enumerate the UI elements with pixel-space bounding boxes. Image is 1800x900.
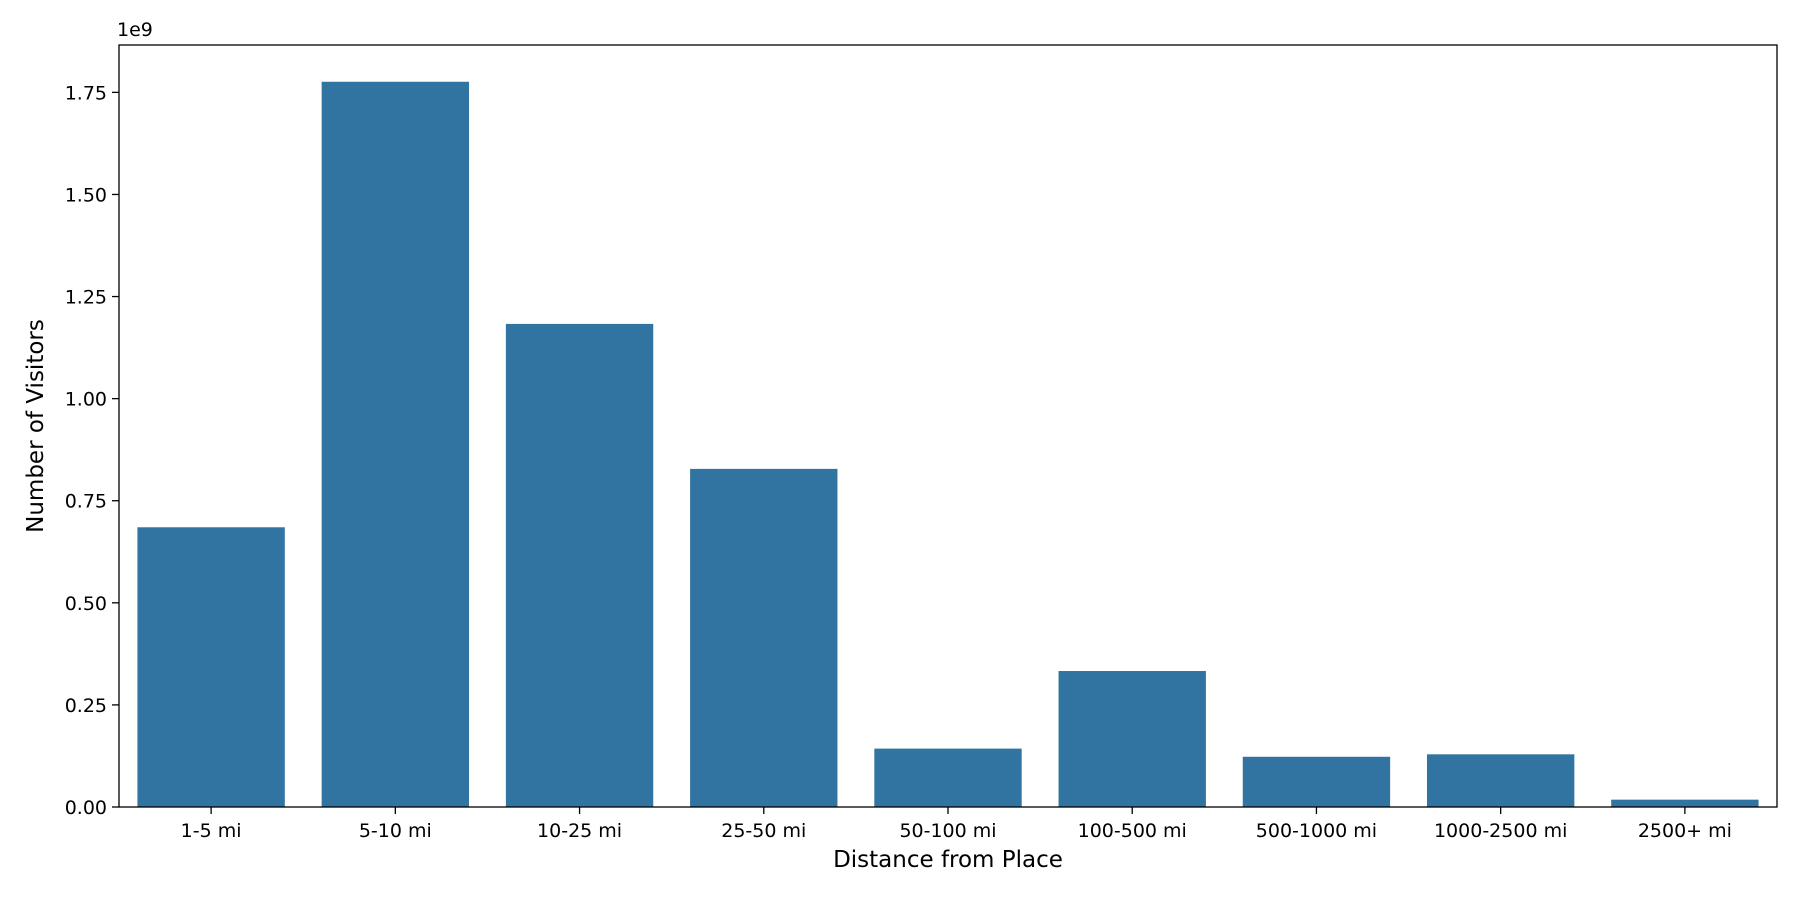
- x-tick-label: 2500+ mi: [1638, 820, 1732, 842]
- bar-2: [321, 81, 470, 807]
- y-axis-offset-label: 1e9: [117, 19, 153, 41]
- bar-5: [874, 748, 1022, 807]
- x-tick-label: 10-25 mi: [537, 820, 622, 842]
- bar-4: [690, 468, 838, 807]
- x-tick-label: 100-500 mi: [1078, 820, 1187, 842]
- x-tick-label: 25-50 mi: [721, 820, 806, 842]
- x-tick-label: 1-5 mi: [181, 820, 242, 842]
- y-tick-label: 0.75: [65, 491, 107, 513]
- y-tick-label: 1.75: [65, 82, 107, 104]
- bar-7: [1242, 756, 1391, 807]
- plot-frame: [118, 44, 1778, 808]
- y-tick-label: 0.00: [65, 797, 107, 819]
- y-tick-label: 0.25: [65, 695, 107, 717]
- y-axis-ticks: 0.00 0.25 0.50 0.75 1.00 1.25 1.50 1.75: [65, 82, 119, 819]
- x-tick-label: 500-1000 mi: [1256, 820, 1377, 842]
- y-tick-label: 0.50: [65, 593, 107, 615]
- bar-9: [1611, 799, 1759, 807]
- x-axis-ticks: 1-5 mi 5-10 mi 10-25 mi 25-50 mi 50-100 mi 10…: [181, 807, 1732, 842]
- bar-6: [1058, 671, 1206, 807]
- y-axis-label: Number of Visitors: [23, 319, 49, 533]
- y-tick-label: 1.25: [65, 287, 107, 309]
- bar-8: [1426, 754, 1575, 807]
- x-tick-label: 50-100 mi: [899, 820, 996, 842]
- y-tick-label: 1.50: [65, 184, 107, 206]
- y-tick-label: 1.00: [65, 389, 107, 411]
- x-tick-label: 1000-2500 mi: [1434, 820, 1567, 842]
- x-axis-label: Distance from Place: [833, 847, 1063, 873]
- bar-1: [137, 527, 285, 807]
- x-tick-label: 5-10 mi: [359, 820, 432, 842]
- bars-group: [137, 81, 1759, 807]
- bar-3: [505, 323, 654, 807]
